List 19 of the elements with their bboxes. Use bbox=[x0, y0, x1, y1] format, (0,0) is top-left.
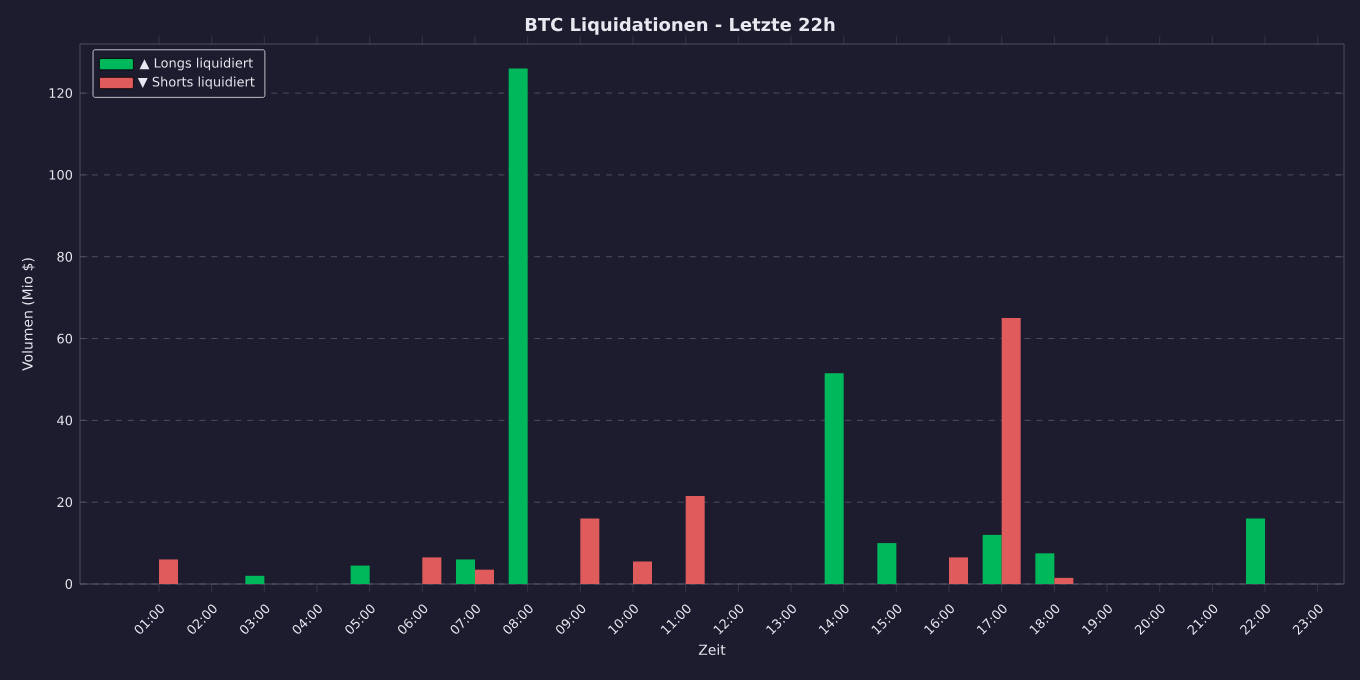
bar bbox=[982, 534, 1002, 584]
bar bbox=[456, 559, 476, 584]
bar bbox=[350, 565, 370, 584]
bar bbox=[1001, 318, 1021, 584]
bar bbox=[949, 557, 969, 584]
bar bbox=[1035, 553, 1055, 584]
bar bbox=[580, 518, 600, 584]
bar bbox=[685, 496, 705, 584]
bar bbox=[877, 543, 897, 584]
bar bbox=[245, 575, 265, 584]
bar bbox=[508, 68, 528, 584]
bar bbox=[475, 569, 495, 584]
bar bbox=[633, 561, 653, 584]
chart-title: BTC Liquidationen - Letzte 22h bbox=[525, 17, 835, 35]
bar bbox=[1246, 518, 1266, 584]
bar bbox=[824, 373, 844, 584]
bar bbox=[1054, 577, 1074, 584]
bar bbox=[159, 559, 178, 584]
bar bbox=[422, 557, 442, 584]
